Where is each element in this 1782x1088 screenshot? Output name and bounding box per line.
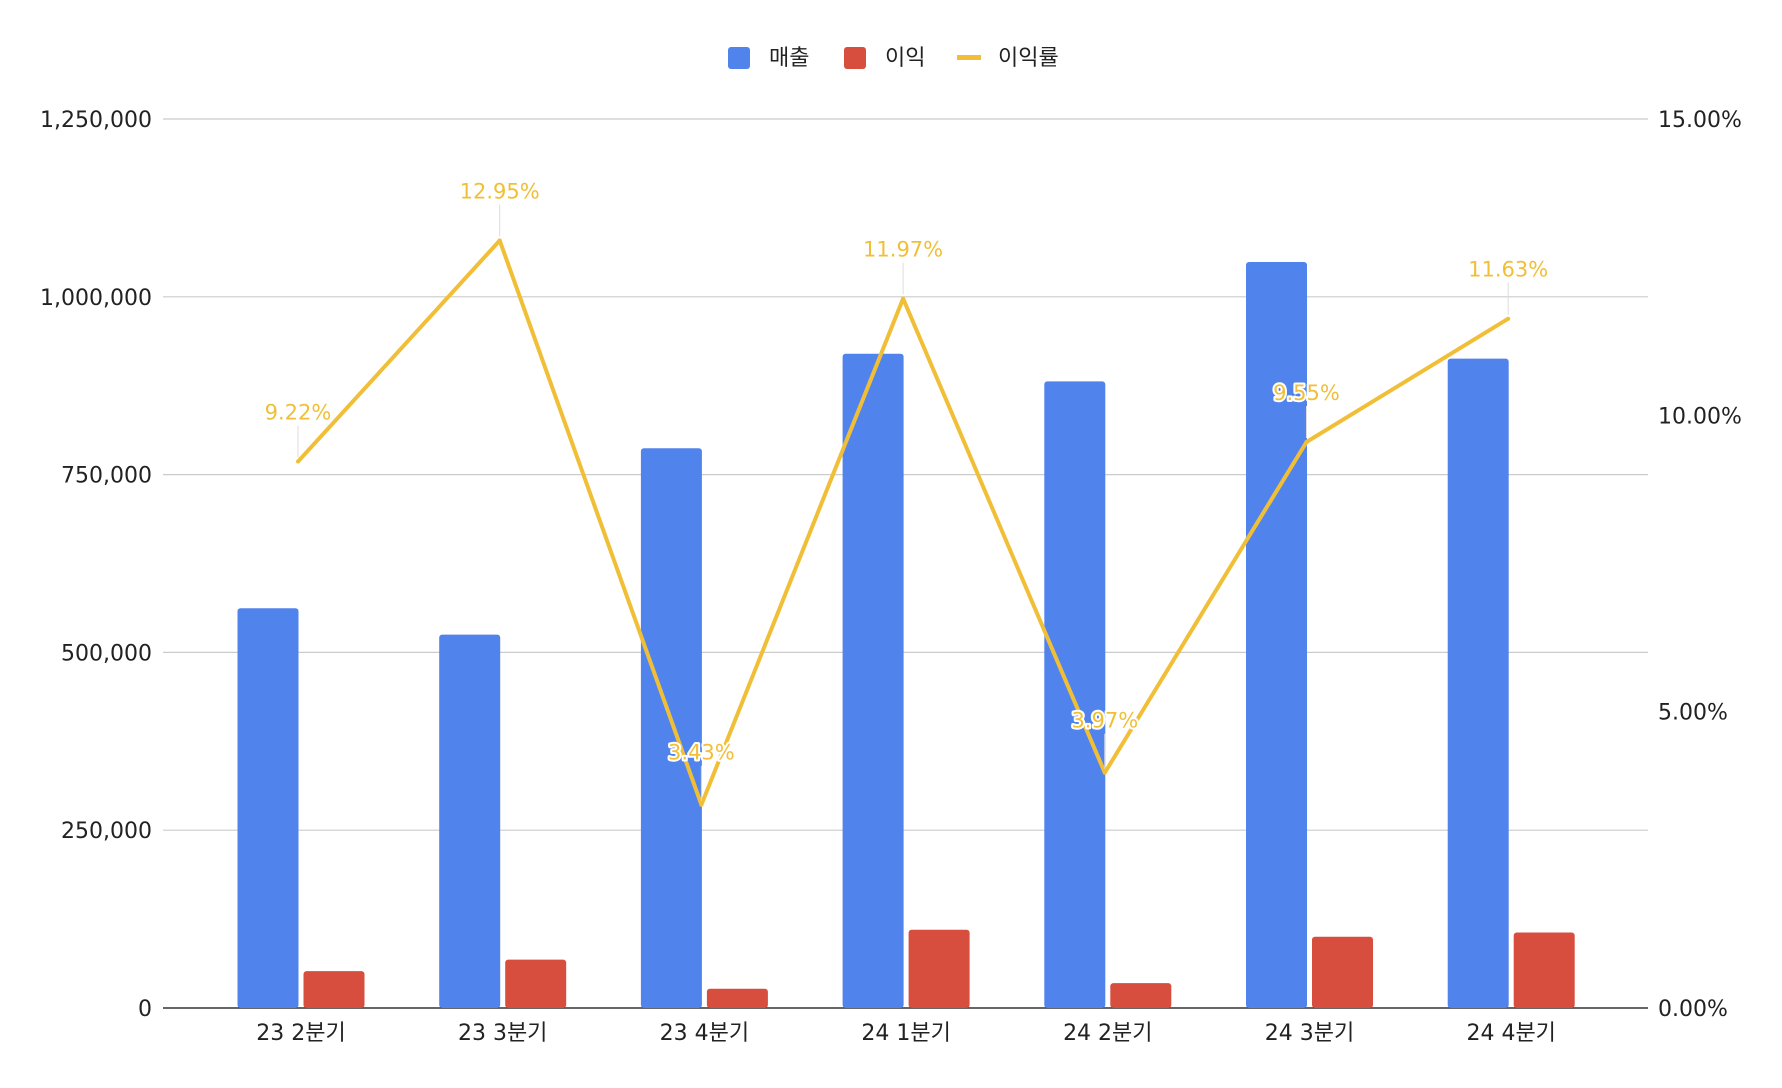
- bar-profit: [1312, 936, 1373, 1008]
- bars: [237, 261, 1575, 1009]
- line-point: [901, 296, 906, 301]
- legend-swatch: [728, 47, 750, 69]
- left-tick-label: 250,000: [61, 819, 152, 844]
- x-tick-label: 24 2분기: [1063, 1021, 1152, 1046]
- bar-sales: [1447, 358, 1509, 1008]
- legend-swatch-line: [957, 55, 981, 60]
- right-tick-label: 0.00%: [1658, 997, 1728, 1022]
- right-tick-label: 5.00%: [1658, 701, 1728, 726]
- x-tick-label: 23 3분기: [458, 1021, 547, 1046]
- data-label: 9.22%: [265, 401, 332, 425]
- data-label: 3.97%: [1071, 709, 1138, 733]
- right-axis-ticks: 0.00% 5.00% 10.00% 15.00%: [1658, 108, 1742, 1022]
- gridlines: [163, 118, 1648, 1009]
- bar-sales: [842, 353, 904, 1008]
- bar-sales: [640, 448, 702, 1008]
- x-tick-label: 23 2분기: [256, 1021, 345, 1046]
- bar-sales: [1044, 381, 1106, 1008]
- left-tick-label: 1,000,000: [40, 286, 152, 311]
- bar-sales: [439, 634, 501, 1008]
- x-tick-label: 24 1분기: [861, 1021, 950, 1046]
- left-tick-label: 0: [138, 997, 152, 1022]
- legend-label: 이익률: [998, 46, 1059, 71]
- line-point: [497, 238, 502, 243]
- line-point: [699, 802, 704, 807]
- legend-label: 매출: [769, 46, 809, 71]
- left-tick-label: 1,250,000: [40, 108, 152, 133]
- line-point: [1304, 440, 1309, 445]
- left-axis-ticks: 0 250,000 500,000 750,000 1,000,000 1,250,000: [40, 108, 152, 1022]
- bar-profit: [1513, 932, 1575, 1008]
- bar-profit: [303, 971, 365, 1008]
- bar-sales: [237, 608, 299, 1008]
- left-tick-label: 500,000: [61, 641, 152, 666]
- data-label: 9.55%: [1273, 381, 1340, 405]
- bar-profit: [908, 929, 970, 1008]
- x-tick-label: 23 4분기: [660, 1021, 749, 1046]
- legend: 매출 이익 이익률: [728, 46, 1059, 71]
- data-label: 11.63%: [1468, 258, 1548, 282]
- right-tick-label: 10.00%: [1658, 404, 1742, 429]
- data-label: 12.95%: [460, 179, 540, 203]
- left-tick-label: 750,000: [61, 464, 152, 489]
- line-point: [1102, 770, 1107, 775]
- bar-profit: [1110, 983, 1172, 1008]
- bar-profit: [505, 959, 567, 1008]
- bar-sales: [1246, 261, 1307, 1009]
- x-tick-label: 24 3분기: [1265, 1021, 1354, 1046]
- data-labels: 9.22% 12.95% 3.43% 11.97% 3.97% 9.55% 11.63%: [263, 177, 1550, 801]
- margin-line: [296, 238, 1511, 807]
- right-tick-label: 15.00%: [1658, 108, 1742, 133]
- bar-profit: [706, 988, 768, 1008]
- x-axis-ticks: 23 2분기 23 3분기 23 4분기 24 1분기 24 2분기 24 3분기 24 4…: [256, 1021, 1556, 1046]
- legend-label: 이익: [885, 46, 925, 71]
- x-tick-label: 24 4분기: [1466, 1021, 1555, 1046]
- data-label: 3.43%: [668, 741, 735, 765]
- data-label: 11.97%: [863, 238, 943, 262]
- line-point: [1506, 316, 1511, 321]
- legend-swatch: [844, 47, 866, 69]
- line-point: [296, 459, 300, 464]
